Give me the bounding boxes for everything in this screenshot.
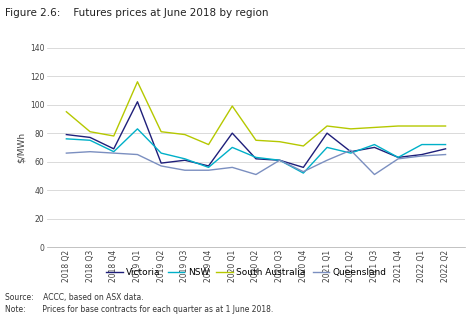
Victoria: [372, 146, 377, 149]
NSW: [443, 143, 448, 146]
Queensland: [64, 151, 69, 155]
South Australia: [206, 143, 211, 146]
Victoria: [111, 147, 117, 151]
Queensland: [87, 150, 93, 154]
South Australia: [229, 104, 235, 108]
South Australia: [348, 127, 354, 131]
Victoria: [135, 100, 140, 104]
Victoria: [87, 136, 93, 139]
Text: Figure 2.6:    Futures prices at June 2018 by region: Figure 2.6: Futures prices at June 2018 …: [5, 8, 268, 18]
NSW: [324, 146, 330, 149]
South Australia: [182, 133, 188, 137]
Line: Queensland: Queensland: [66, 150, 446, 175]
South Australia: [277, 140, 283, 144]
NSW: [348, 151, 354, 155]
Victoria: [348, 150, 354, 154]
NSW: [182, 157, 188, 161]
Queensland: [395, 157, 401, 161]
NSW: [419, 143, 425, 146]
South Australia: [372, 126, 377, 129]
Victoria: [301, 165, 306, 169]
Queensland: [206, 168, 211, 172]
Victoria: [443, 147, 448, 151]
Queensland: [135, 153, 140, 157]
Line: South Australia: South Australia: [66, 82, 446, 146]
Queensland: [348, 148, 354, 152]
South Australia: [135, 80, 140, 84]
South Australia: [64, 110, 69, 114]
Victoria: [182, 158, 188, 162]
South Australia: [419, 124, 425, 128]
Queensland: [158, 164, 164, 168]
South Australia: [111, 134, 117, 138]
Queensland: [182, 168, 188, 172]
Text: Note:       Prices for base contracts for each quarter as at 1 June 2018.: Note: Prices for base contracts for each…: [5, 305, 273, 314]
NSW: [87, 138, 93, 142]
NSW: [395, 156, 401, 159]
Victoria: [64, 133, 69, 137]
South Australia: [301, 144, 306, 148]
Line: NSW: NSW: [66, 129, 446, 173]
NSW: [229, 146, 235, 149]
Queensland: [301, 170, 306, 174]
Queensland: [277, 158, 283, 162]
South Australia: [87, 130, 93, 134]
Line: Victoria: Victoria: [66, 102, 446, 167]
Victoria: [206, 164, 211, 168]
Victoria: [158, 161, 164, 165]
South Australia: [324, 124, 330, 128]
Legend: Victoria, NSW, South Australia, Queensland: Victoria, NSW, South Australia, Queensla…: [103, 265, 390, 281]
NSW: [301, 171, 306, 175]
Victoria: [229, 131, 235, 135]
Text: Source:    ACCC, based on ASX data.: Source: ACCC, based on ASX data.: [5, 293, 143, 302]
Queensland: [372, 173, 377, 177]
NSW: [158, 151, 164, 155]
Victoria: [395, 156, 401, 159]
South Australia: [253, 138, 259, 142]
NSW: [277, 158, 283, 162]
Queensland: [253, 173, 259, 177]
Victoria: [419, 153, 425, 157]
NSW: [64, 137, 69, 141]
NSW: [206, 165, 211, 169]
NSW: [135, 127, 140, 131]
Queensland: [324, 158, 330, 162]
NSW: [111, 150, 117, 154]
Victoria: [324, 131, 330, 135]
NSW: [372, 143, 377, 146]
NSW: [253, 156, 259, 159]
South Australia: [443, 124, 448, 128]
Victoria: [277, 158, 283, 162]
Queensland: [229, 165, 235, 169]
South Australia: [158, 130, 164, 134]
Queensland: [419, 154, 425, 158]
Victoria: [253, 157, 259, 161]
Queensland: [111, 151, 117, 155]
Queensland: [443, 153, 448, 157]
Y-axis label: $/MWh: $/MWh: [17, 132, 26, 163]
South Australia: [395, 124, 401, 128]
